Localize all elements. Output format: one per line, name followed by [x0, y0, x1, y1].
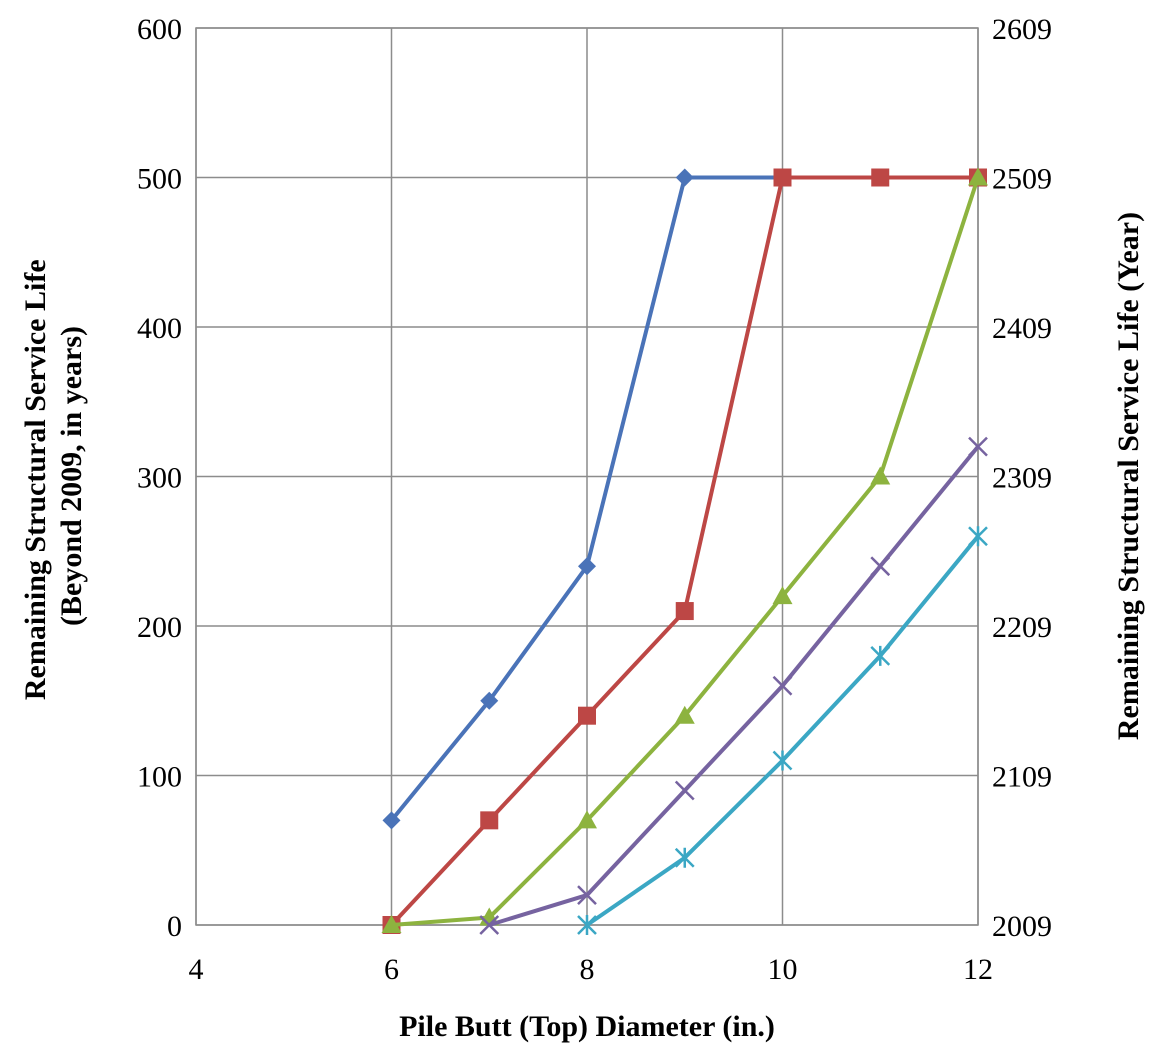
data-point-marker: [772, 750, 793, 771]
y-tick-label: 600: [137, 13, 182, 46]
data-point-marker: [480, 811, 499, 830]
x-axis-title: Pile Butt (Top) Diameter (in.): [399, 1010, 775, 1043]
y-tick-label: 300: [137, 462, 182, 495]
series-5: [577, 526, 988, 935]
y2-tick-label: 2109: [992, 761, 1052, 794]
data-point-marker: [968, 167, 988, 186]
data-point-marker: [870, 645, 891, 666]
data-point-marker: [871, 168, 890, 187]
data-point-marker: [382, 811, 401, 830]
data-point-marker: [577, 885, 597, 905]
series-4: [479, 436, 988, 935]
data-point-marker: [674, 780, 695, 801]
y-axis-title: Remaining Structural Service Life (Beyon…: [19, 252, 88, 700]
y2-tick-label: 2209: [992, 611, 1052, 644]
data-point-marker: [674, 705, 695, 724]
y-tick-label: 400: [137, 312, 182, 345]
data-point-marker: [968, 436, 988, 457]
x-tick-label: 6: [384, 953, 399, 986]
data-point-marker: [578, 706, 596, 725]
series-layer: [381, 167, 988, 935]
data-point-marker: [578, 557, 596, 576]
y2-tick-label: 2409: [992, 312, 1052, 345]
data-point-marker: [968, 526, 988, 547]
gridlines: [195, 27, 979, 926]
y2-axis-title: Remaining Structural Service Life (Year): [1112, 212, 1145, 740]
data-point-marker: [772, 675, 793, 696]
tick-labels: 4 6 8 10 12 0 100 200 300 400 500 600 2009 2109 2209 23…: [137, 13, 1052, 986]
series-line: [389, 175, 978, 822]
data-point-marker: [870, 466, 891, 485]
data-point-marker: [577, 810, 597, 829]
data-point-marker: [773, 168, 792, 187]
y2-tick-label: 2009: [992, 910, 1052, 943]
y-axis-title-line-2: (Beyond 2009, in years): [55, 326, 88, 626]
y-tick-label: 0: [167, 910, 182, 943]
y-tick-label: 100: [137, 761, 182, 794]
data-point-marker: [479, 915, 500, 935]
series-3: [381, 167, 988, 933]
y-axis-title-line-1: Remaining Structural Service Life: [19, 259, 52, 700]
series-2: [382, 168, 987, 934]
y-tick-label: 500: [137, 163, 182, 196]
y2-tick-label: 2509: [992, 163, 1052, 196]
y2-tick-label: 2309: [992, 462, 1052, 495]
data-point-marker: [675, 168, 694, 187]
data-point-marker: [870, 556, 891, 577]
y2-tick-label: 2609: [992, 13, 1052, 46]
x-tick-label: 10: [768, 953, 798, 986]
data-point-marker: [772, 586, 793, 605]
data-point-marker: [674, 847, 695, 868]
x-tick-label: 12: [963, 953, 993, 986]
data-point-marker: [480, 691, 499, 710]
series-line: [488, 445, 980, 927]
data-point-marker: [675, 602, 694, 621]
x-tick-label: 4: [189, 953, 204, 986]
data-point-marker: [381, 915, 402, 933]
series-1: [382, 168, 987, 830]
data-point-marker: [577, 915, 597, 935]
y-tick-label: 200: [137, 611, 182, 644]
x-tick-label: 8: [580, 953, 595, 986]
